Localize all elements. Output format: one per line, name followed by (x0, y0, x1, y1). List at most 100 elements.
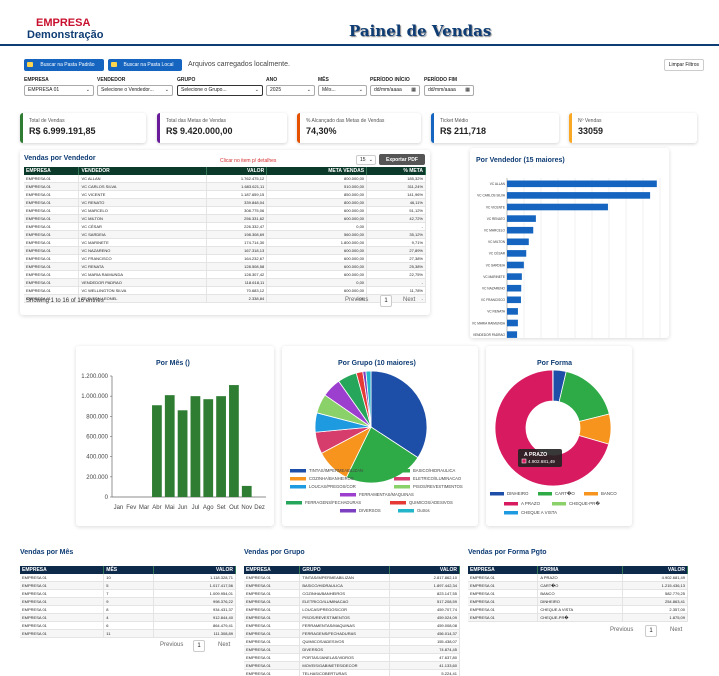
filter-vendedor: VENDEDOR Selecione o Vendedor... ⌄ (97, 77, 173, 96)
table-row[interactable]: EMPRESA 01 TELHAS/COBERTURAS 5.224,41 (244, 669, 460, 676)
col-grupo[interactable]: GRUPO (299, 566, 391, 574)
table-row[interactable]: EMPRESA 01 VC FRANCISCO 164.232,67 600.000,… (24, 254, 426, 263)
table-row[interactable]: EMPRESA 01 9 998.376,22 (20, 597, 236, 606)
table-row[interactable]: EMPRESA 01 10 1.118.328,71 (20, 574, 236, 582)
table-row[interactable]: EMPRESA 01 MOVEIS/GABINETES/DECOR 41.133,6… (244, 661, 460, 670)
table-row[interactable]: EMPRESA 01 8 934.431,37 (20, 605, 236, 614)
x-tick-label: Ago (203, 505, 214, 511)
next-button[interactable]: Next (670, 627, 683, 633)
page-1-button[interactable]: 1 (380, 295, 392, 307)
table-cell: 459.024,09 (389, 613, 460, 622)
table-cell: 11,78% (366, 286, 426, 295)
legend-swatch (290, 469, 306, 473)
vendedor-select[interactable]: Selecione o Vendedor... ⌄ (97, 85, 173, 96)
col-empresa[interactable]: EMPRESA (20, 566, 105, 574)
table-row[interactable]: EMPRESA 01 VC SARDEIA 198.308,69 560.000,00… (24, 230, 426, 239)
col-vendedor[interactable]: VENDEDOR (78, 167, 208, 175)
table-row[interactable]: EMPRESA 01 FERRAMENTAS/MAQUINAS 459.008,08 (244, 621, 460, 630)
table-row[interactable]: EMPRESA 01 VC VICENTE 1.187.659,15 850.000,… (24, 190, 426, 199)
table-row[interactable]: EMPRESA 01 ZE ELTON LEONEL 2.338,84 0,00- (24, 294, 426, 303)
table-row[interactable]: EMPRESA 01 VC MARCELO 308.775,06 600.000,00… (24, 206, 426, 215)
table-row[interactable]: EMPRESA 01 PORTAS/JANELAS/VIDROS 47.637,80 (244, 653, 460, 662)
table-row[interactable]: EMPRESA 01 5 1.017.417,56 (20, 581, 236, 590)
export-pdf-button[interactable]: Exportar PDF (379, 154, 425, 165)
table-row[interactable]: EMPRESA 01 VC CÉSAR 226.332,47 0,00- (24, 222, 426, 231)
y-tick-label: 0 (105, 495, 109, 501)
legend-swatch (538, 492, 552, 496)
col-mes[interactable]: MÊS (103, 566, 155, 574)
previous-button[interactable]: Previous (610, 627, 634, 633)
col-valor[interactable]: VALOR (389, 566, 460, 574)
table-row[interactable]: EMPRESA 01 BASICO/HIDRAULICA 1.897.442,34 (244, 581, 460, 590)
col-empresa[interactable]: EMPRESA (24, 167, 80, 175)
periodo-inicio-input[interactable]: dd/mm/aaaa ▦ (370, 85, 420, 96)
table-row[interactable]: EMPRESA 01 ELETRICO/ILUMINACAO 517.208,59 (244, 597, 460, 606)
next-button[interactable]: Next (403, 297, 416, 303)
y-tick-label: VC RENATA (487, 310, 506, 314)
page-1-button[interactable]: 1 (193, 640, 205, 652)
chevron-down-icon: ⌄ (164, 87, 169, 93)
col-empresa[interactable]: EMPRESA (244, 566, 301, 574)
table-row[interactable]: EMPRESA 01 CHEQUE-PR� 1.875,09 (468, 613, 688, 622)
table-row[interactable]: EMPRESA 01 VENDEDOR PADRAO 118.618,11 0,00- (24, 278, 426, 287)
grupo-select[interactable]: Selecione o Grupo... ⌄ (177, 85, 263, 96)
table-row[interactable]: EMPRESA 01 VC ALLAN 1.762.475,12 800.000,00… (24, 175, 426, 183)
table-row[interactable]: EMPRESA 01 DIVERSOS 74.874,45 (244, 645, 460, 654)
table-row[interactable]: EMPRESA 01 11 111.308,89 (20, 629, 236, 638)
filter-ano-label: ANO (266, 77, 278, 83)
table-row[interactable]: EMPRESA 01 VC CARLOS SILVA 1.683.621,11 510… (24, 182, 426, 191)
table-row[interactable]: EMPRESA 01 VC MARINETE 174.714,30 1.800.000… (24, 238, 426, 247)
bar (507, 296, 521, 304)
clear-filters-button[interactable]: Limpar Filtros (663, 59, 704, 71)
table-cell: 256.331,62 (206, 214, 268, 223)
table-row[interactable]: EMPRESA 01 TINTAS/IMPERMEABILIZAN 2.817.86… (244, 574, 460, 582)
table-row[interactable]: EMPRESA 01 DINHEIRO 254.863,41 (468, 597, 688, 606)
table-row[interactable]: EMPRESA 01 VC NAZARENO 167.318,13 600.000,0… (24, 246, 426, 255)
table-cell: 41.133,60 (389, 661, 460, 670)
page-1-button[interactable]: 1 (645, 625, 657, 637)
mes-select[interactable]: Mês... ⌄ (318, 85, 367, 96)
table-row[interactable]: EMPRESA 01 VC RENATO 339.848,04 800.000,00 4… (24, 198, 426, 207)
table-row[interactable]: EMPRESA 01 VC MARIA RAIMUNDA 128.307,42 600… (24, 270, 426, 279)
table-row[interactable]: EMPRESA 01 VC WELLINGTON SILVA 70.683,12 60… (24, 286, 426, 295)
table-row[interactable]: EMPRESA 01 QUIMICOS/ADESIVOS 155.438,07 (244, 637, 460, 646)
table-row[interactable]: EMPRESA 01 CHEQUE A VISTA 2.357,00 (468, 605, 688, 614)
table-row[interactable]: EMPRESA 01 4 912.844,40 (20, 613, 236, 622)
mes-table: EMPRESA MÊS VALOR EMPRESA 01 10 1.118.328,… (20, 566, 236, 638)
table-row[interactable]: EMPRESA 01 6 864.479,41 (20, 621, 236, 630)
table-row[interactable]: EMPRESA 01 COZINHA/BANHEIROS 823.147,55 (244, 589, 460, 598)
empresa-select[interactable]: EMPRESA 01 ⌄ (24, 85, 94, 96)
table-row[interactable]: EMPRESA 01 VC MILTON 256.331,62 600.000,00 4… (24, 214, 426, 223)
bar (152, 405, 162, 497)
table-cell: MOVEIS/GABINETES/DECOR (299, 661, 391, 670)
table-cell: EMPRESA 01 (20, 597, 105, 606)
page-size-select[interactable]: 15 ⌄ (356, 155, 376, 165)
legend-label: BASICO/HIDRAULICA (413, 468, 456, 473)
table-row[interactable]: EMPRESA 01 7 1.009.954,01 (20, 589, 236, 598)
periodo-fim-input[interactable]: dd/mm/aaaa ▦ (424, 85, 474, 96)
table-row[interactable]: EMPRESA 01 PISOS/REVESTIMENTOS 459.024,09 (244, 613, 460, 622)
col-empresa[interactable]: EMPRESA (468, 566, 539, 574)
next-button[interactable]: Next (218, 642, 231, 648)
ano-select[interactable]: 2025 ⌄ (266, 85, 315, 96)
table-row[interactable]: EMPRESA 01 BANCO 582.779,25 (468, 589, 688, 598)
table-row[interactable]: EMPRESA 01 VC RENATA 128.508,58 600.000,00 2… (24, 262, 426, 271)
previous-button[interactable]: Previous (345, 297, 369, 303)
legend-label: PISOS/REVESTIMENTOS (413, 484, 463, 489)
col-valor[interactable]: VALOR (206, 167, 268, 175)
col-valor[interactable]: VALOR (622, 566, 688, 574)
col-valor[interactable]: VALOR (153, 566, 236, 574)
table-row[interactable]: EMPRESA 01 FERRAGENS/FECHADURAS 456.014,37 (244, 629, 460, 638)
table-row[interactable]: EMPRESA 01 A PRAZO 4.902.681,49 (468, 574, 688, 582)
search-default-folder-button[interactable]: Buscar na Pasta Padrão (24, 59, 104, 71)
chevron-down-icon: ⌄ (306, 87, 311, 93)
col-percent[interactable]: % META (366, 167, 426, 175)
col-meta[interactable]: META VENDAS (266, 167, 368, 175)
table-header-row: EMPRESA MÊS VALOR (20, 566, 236, 574)
table-cell: EMPRESA 01 (20, 581, 105, 590)
col-forma[interactable]: FORMA (537, 566, 624, 574)
table-row[interactable]: EMPRESA 01 CART�O 1.215.436,13 (468, 581, 688, 590)
table-row[interactable]: EMPRESA 01 LOUCAS/PREGOS/COR 459.707,74 (244, 605, 460, 614)
previous-button[interactable]: Previous (160, 642, 184, 648)
search-local-folder-button[interactable]: Buscar na Pasta Local (108, 59, 182, 71)
